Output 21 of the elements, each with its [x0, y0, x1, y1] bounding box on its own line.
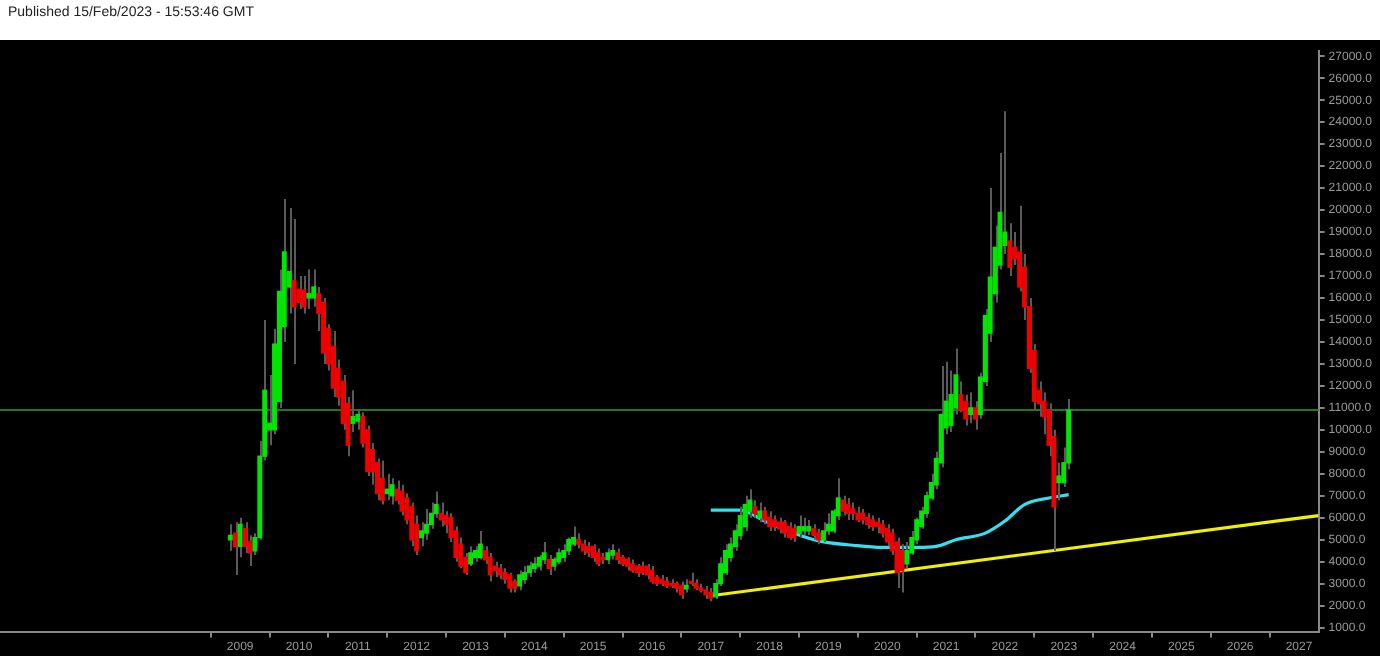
candlestick [821, 521, 826, 543]
candlestick [840, 494, 846, 517]
candlestick [409, 501, 415, 548]
candlestick [468, 545, 474, 568]
candlestick [884, 523, 890, 548]
candlestick [742, 494, 748, 532]
candlestick [507, 571, 513, 594]
candlestick [301, 275, 307, 315]
candlestick [1056, 461, 1062, 502]
candlestick [757, 501, 763, 524]
candlestick [571, 525, 576, 548]
candlestick [424, 507, 429, 541]
candlestick [517, 569, 523, 592]
candlestick [399, 483, 405, 517]
candlestick [379, 459, 385, 506]
candlestick [232, 521, 238, 576]
candlestick [767, 510, 773, 532]
candlestick [968, 391, 974, 425]
candlestick [389, 477, 395, 506]
candlestick [306, 268, 312, 310]
candlestick [330, 329, 336, 398]
